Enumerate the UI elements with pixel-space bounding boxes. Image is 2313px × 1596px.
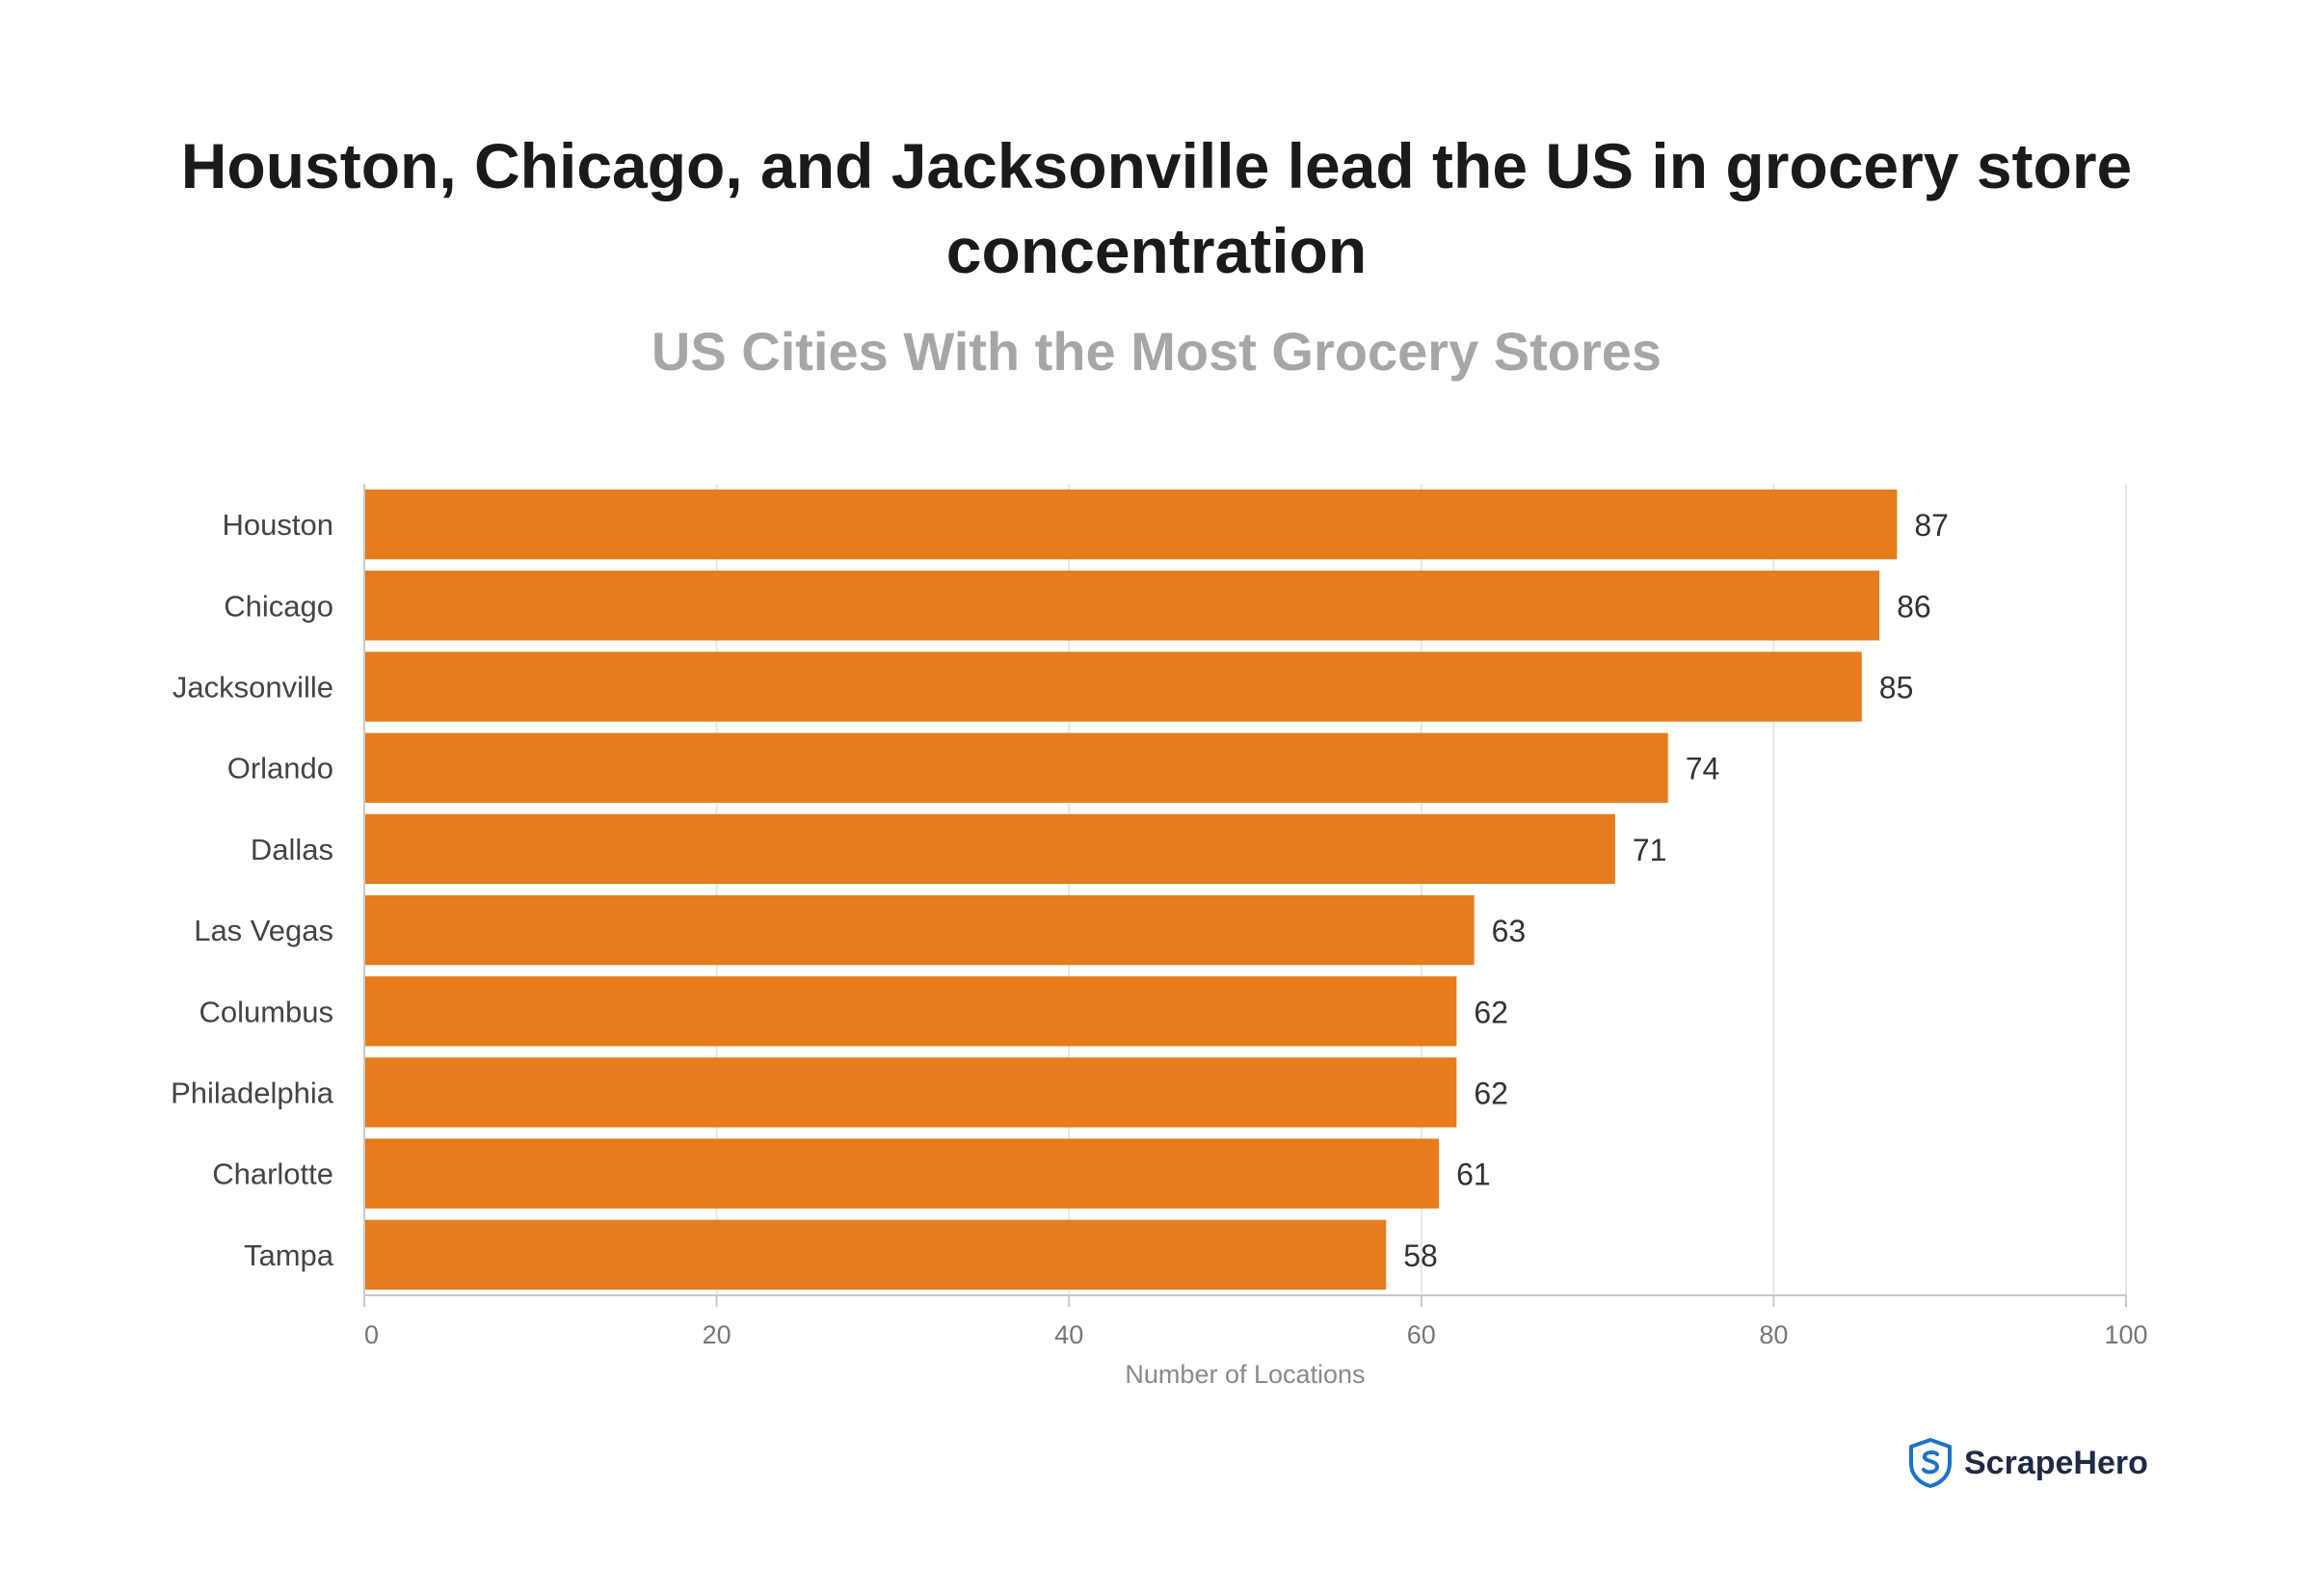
value-label: 86 xyxy=(1897,589,1931,624)
bars xyxy=(364,489,1898,1290)
scrapehero-shield-icon xyxy=(1909,1438,1952,1488)
bar xyxy=(364,813,1615,885)
category-label: Tampa xyxy=(244,1238,334,1272)
x-tick-label: 60 xyxy=(1407,1320,1436,1349)
bar xyxy=(364,571,1880,641)
bar xyxy=(364,976,1457,1047)
value-label: 71 xyxy=(1633,833,1667,867)
category-label: Charlotte xyxy=(212,1157,333,1191)
x-tick-label: 0 xyxy=(364,1320,379,1349)
category-label: Dallas xyxy=(251,833,333,866)
category-label: Columbus xyxy=(199,995,333,1028)
x-tick-label: 20 xyxy=(703,1320,731,1349)
brand-logo: ScrapeHero xyxy=(1908,1434,2148,1492)
value-label: 74 xyxy=(1686,752,1720,786)
bar xyxy=(364,1138,1440,1209)
bar xyxy=(364,1057,1457,1128)
value-label: 85 xyxy=(1879,671,1914,705)
value-label: 62 xyxy=(1474,995,1508,1029)
category-label: Orlando xyxy=(227,752,333,785)
category-label: Las Vegas xyxy=(194,914,333,947)
x-tick-label: 40 xyxy=(1054,1320,1083,1349)
x-axis-title: Number of Locations xyxy=(1125,1360,1365,1389)
chart-subtitle: US Cities With the Most Grocery Stores xyxy=(651,321,1662,382)
bar xyxy=(364,489,1898,560)
bar xyxy=(364,894,1475,966)
x-tick-label: 100 xyxy=(2104,1320,2147,1349)
value-label: 58 xyxy=(1403,1238,1438,1273)
labels: Houston 87 Chicago 86 Jacksonville 85 Orlando 7… xyxy=(171,508,1949,1273)
value-label: 87 xyxy=(1914,508,1949,543)
category-label: Houston xyxy=(223,508,333,542)
bar xyxy=(364,732,1668,803)
x-tick-label: 80 xyxy=(1759,1320,1788,1349)
category-label: Jacksonville xyxy=(173,671,333,705)
value-label: 62 xyxy=(1474,1077,1508,1111)
x-axis: 0 20 40 60 80 100 xyxy=(363,484,2148,1349)
bar xyxy=(364,652,1862,722)
chart-title: Houston, Chicago, and Jacksonville lead … xyxy=(180,130,2133,286)
brand-name: ScrapeHero xyxy=(1964,1444,2148,1481)
bar xyxy=(364,1219,1387,1290)
category-label: Chicago xyxy=(224,589,333,623)
category-label: Philadelphia xyxy=(171,1077,334,1110)
value-label: 61 xyxy=(1456,1157,1491,1192)
value-label: 63 xyxy=(1492,914,1527,948)
